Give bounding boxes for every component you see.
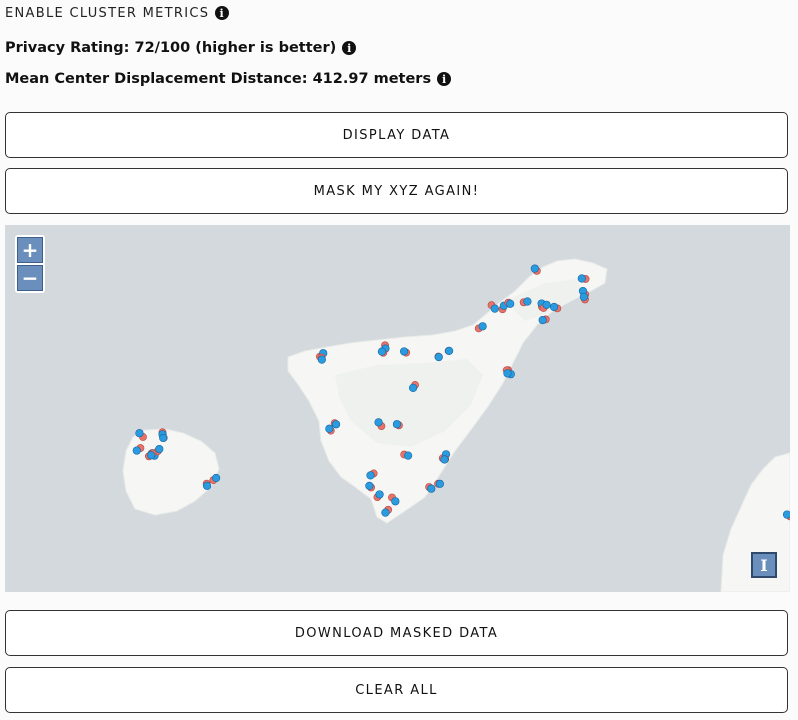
masked-point-marker[interactable] [404, 451, 413, 460]
masked-point-marker[interactable] [366, 471, 375, 480]
masked-point-marker[interactable] [530, 264, 539, 273]
masked-point-marker[interactable] [435, 479, 444, 488]
cluster-metrics-toggle[interactable]: ENABLE CLUSTER METRICS i [5, 4, 230, 22]
masked-point-marker[interactable] [549, 302, 559, 312]
masked-point-marker[interactable] [400, 347, 409, 356]
masked-point-marker[interactable] [375, 490, 384, 499]
masked-point-marker[interactable] [538, 315, 547, 325]
masked-point-marker[interactable] [478, 322, 487, 331]
masked-point-marker[interactable] [159, 433, 168, 443]
masked-point-marker[interactable] [542, 300, 551, 309]
masked-point-marker[interactable] [391, 497, 400, 506]
displacement-distance-text: Mean Center Displacement Distance: 412.9… [5, 71, 432, 87]
masked-point-marker[interactable] [377, 347, 387, 356]
displacement-distance: Mean Center Displacement Distance: 412.9… [5, 71, 452, 87]
masked-point-marker[interactable] [155, 444, 164, 454]
cluster-metrics-label[interactable]: ENABLE CLUSTER METRICS [5, 5, 210, 21]
clear-all-button[interactable]: CLEAR ALL [5, 667, 788, 713]
masked-point-marker[interactable] [381, 508, 390, 517]
masked-point-marker[interactable] [202, 481, 212, 490]
masked-point-marker[interactable] [490, 304, 499, 313]
masked-point-marker[interactable] [132, 446, 141, 455]
masked-point-marker[interactable] [135, 429, 144, 438]
zoom-out-button[interactable]: − [17, 265, 43, 291]
masked-point-marker[interactable] [445, 346, 454, 355]
masked-point-marker[interactable] [440, 455, 449, 464]
info-icon[interactable]: i [215, 6, 230, 20]
masked-point-marker[interactable] [365, 481, 374, 490]
masked-point-marker[interactable] [374, 418, 383, 427]
masked-point-marker[interactable] [325, 424, 334, 433]
masked-point-marker[interactable] [577, 274, 586, 283]
masked-point-marker[interactable] [331, 420, 341, 429]
masked-point-marker[interactable] [579, 292, 589, 301]
masked-point-marker[interactable] [147, 451, 156, 460]
map-view[interactable]: + − I [5, 225, 790, 592]
masked-point-marker[interactable] [434, 352, 443, 362]
masked-point-marker[interactable] [506, 299, 515, 308]
masked-point-marker[interactable] [317, 355, 326, 364]
masked-point-marker[interactable] [782, 510, 790, 519]
display-data-button[interactable]: DISPLAY DATA [5, 112, 788, 158]
masked-point-marker[interactable] [212, 473, 221, 483]
privacy-rating: Privacy Rating: 72/100 (higher is better… [5, 40, 357, 56]
masked-point-marker[interactable] [409, 383, 418, 392]
privacy-rating-text: Privacy Rating: 72/100 (higher is better… [5, 40, 337, 56]
tenerife-relief [335, 359, 483, 447]
info-icon[interactable]: i [342, 41, 357, 55]
island-la-gomera [122, 428, 220, 516]
mask-again-button[interactable]: MASK MY XYZ AGAIN! [5, 168, 788, 214]
masked-point-marker[interactable] [392, 420, 402, 429]
zoom-in-button[interactable]: + [17, 237, 43, 263]
tenerife-relief [505, 279, 583, 321]
zoom-control: + − [15, 235, 45, 293]
data-points [132, 264, 790, 521]
download-masked-data-button[interactable]: DOWNLOAD MASKED DATA [5, 610, 788, 656]
masked-point-marker[interactable] [427, 484, 436, 493]
info-icon[interactable]: i [437, 72, 452, 86]
attribution-button[interactable]: I [751, 552, 777, 578]
map-canvas[interactable] [5, 225, 790, 592]
masked-point-marker[interactable] [503, 369, 512, 378]
masked-point-marker[interactable] [523, 297, 532, 306]
